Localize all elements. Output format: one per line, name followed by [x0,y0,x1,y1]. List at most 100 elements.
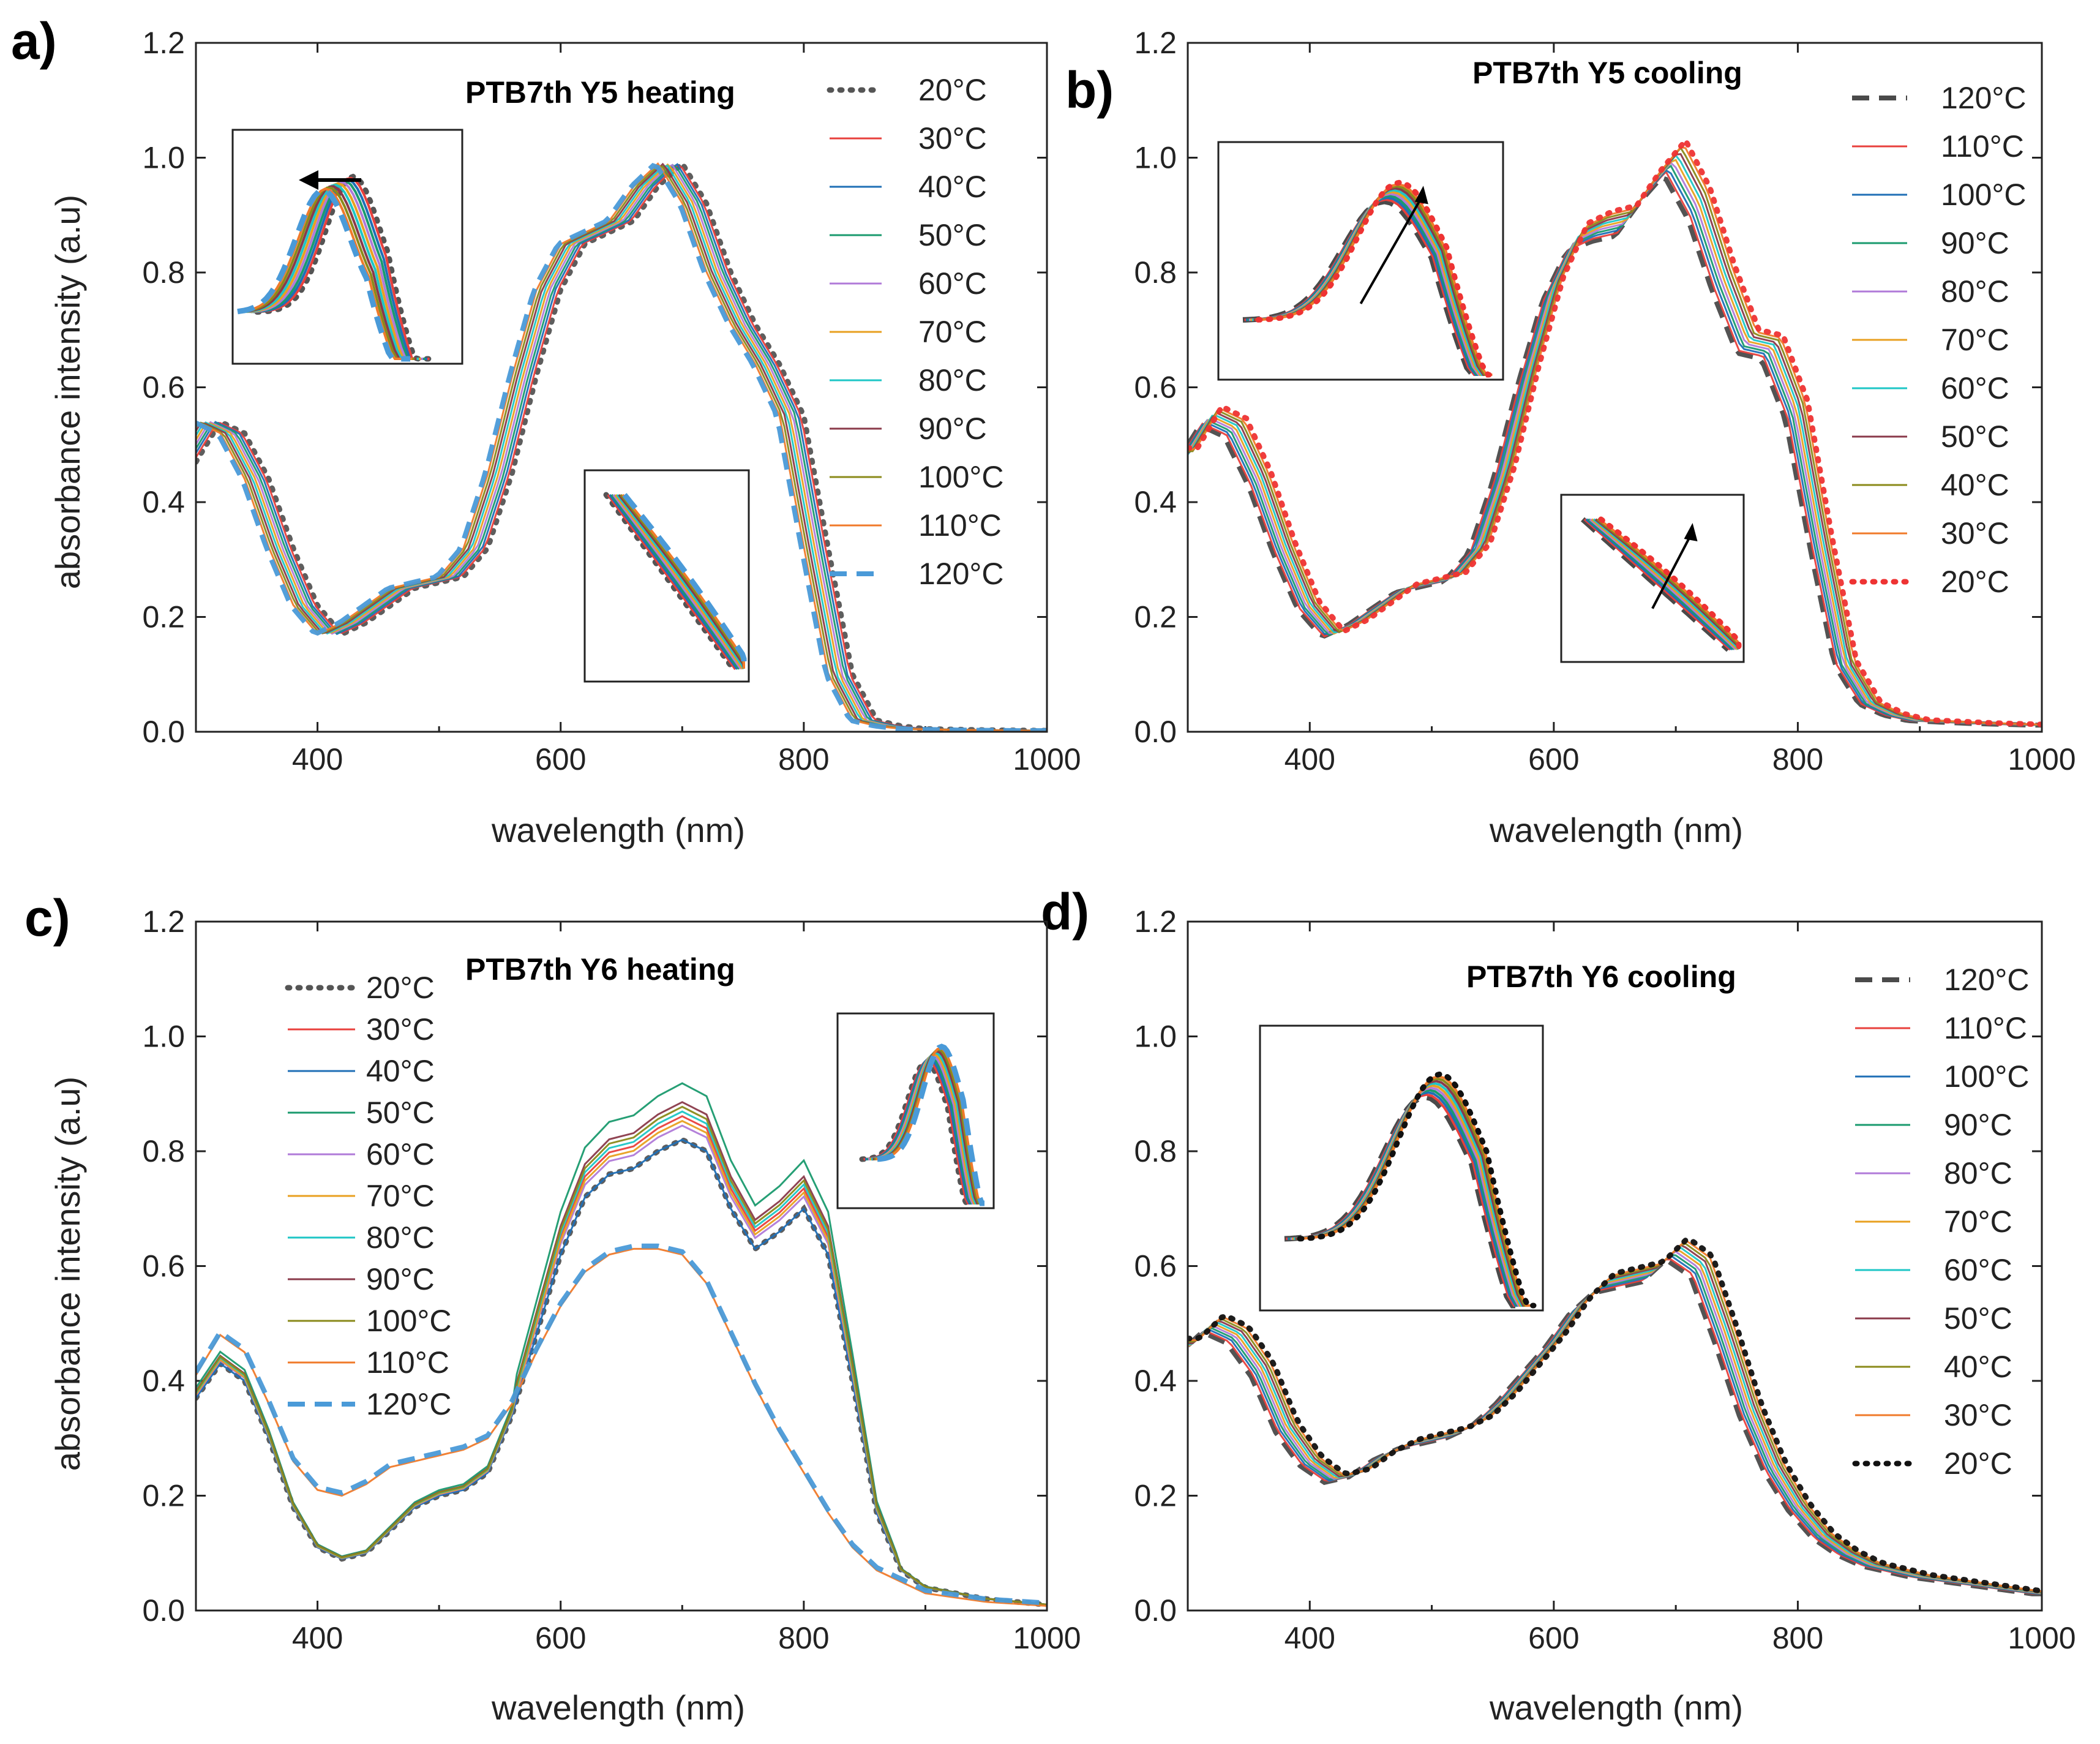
legend-label-50c: 50°C [918,218,987,252]
x-tick-label: 400 [292,1621,343,1655]
series-lines [1188,1236,2042,1596]
inset-line-30c [607,494,737,671]
x-tick-label: 1000 [1013,742,1081,776]
legend-label-80c: 80°C [1944,1156,2012,1190]
legend-label-40c: 40°C [366,1054,435,1088]
inset-line-40c [1596,518,1740,649]
y-tick-label: 0.6 [142,370,185,405]
inset-line-80c [1589,518,1737,650]
inset-line-120c [1580,517,1731,652]
y-tick-label: 0.2 [142,1479,185,1513]
series-line-110c [196,1247,1047,1607]
y-tick-label: 0.8 [1134,255,1177,290]
y-tick-label: 0.0 [1134,715,1177,749]
y-tick-label: 1.2 [1134,26,1177,60]
rise-arrow-head [1414,186,1428,205]
panel-c: c) absorbance intensity (a.u) wavelength… [24,889,745,1727]
panel-c-ylabel: absorbance intensity (a.u) [48,1077,87,1471]
legend-label-100c: 100°C [1944,1059,2030,1094]
legend-label-50c: 50°C [1944,1301,2012,1336]
inset-frame [1259,1024,1544,1312]
legend-label-110c: 110°C [1944,1011,2027,1045]
panel-d: d) wavelength (nm) PTB7th Y6 cooling [1041,883,1743,1727]
legend-label-110c: 110°C [918,508,1002,543]
series-lines [196,1082,1047,1608]
inset-line-60c [612,494,742,670]
inset-0 [1217,141,1504,381]
series-lines [1188,135,2042,728]
y-tick-label: 0.4 [1134,1364,1177,1398]
series-line-100c [196,1105,1047,1606]
inset-line-40c [609,494,738,670]
inset-1 [1560,494,1745,663]
plot-frame [195,42,1048,733]
plot-frame [195,920,1048,1612]
inset-line-20c [1255,179,1497,378]
panel-b-xlabel: wavelength (nm) [1489,811,1743,849]
panel-a-letter: a) [11,12,57,70]
inset-line-90c [1587,518,1735,651]
legend-label-40c: 40°C [1941,468,2009,502]
inset-line-120c [237,187,410,362]
y-tick-label: 1.2 [142,904,185,939]
legend-label-80c: 80°C [366,1220,435,1255]
legend-label-60c: 60°C [1941,371,2009,405]
inset-line-120c [622,493,747,669]
legend-label-100c: 100°C [1941,178,2027,212]
x-tick-label: 1000 [2008,742,2076,776]
legend-label-90c: 90°C [1944,1108,2012,1142]
legend-label-40c: 40°C [1944,1350,2012,1384]
legend-label-50c: 50°C [366,1096,435,1130]
inset-line-20c [1598,516,1742,652]
inset-line-20c [603,492,737,672]
panel-c-xlabel: wavelength (nm) [491,1688,745,1727]
series-line-20c [1188,135,2042,727]
inset-line-90c [618,494,745,669]
y-tick-label: 0.2 [1134,600,1177,634]
x-tick-label: 800 [778,1621,829,1655]
panel-a-ylabel: absorbance intensity (a.u) [48,195,87,589]
panel-a-xlabel: wavelength (nm) [491,811,745,849]
inset-0 [1259,1024,1544,1312]
y-tick-label: 0.6 [1134,370,1177,405]
legend-label-50c: 50°C [1941,419,2009,454]
inset-line-70c [614,494,744,670]
y-tick-label: 0.4 [142,1364,185,1398]
inset-line-100c [620,494,745,669]
series-line-120c [196,163,1047,732]
legend-label-40c: 40°C [918,170,987,204]
legend-label-90c: 90°C [1941,226,2009,260]
y-tick-label: 1.2 [1134,904,1177,939]
x-tick-label: 400 [292,742,343,776]
y-tick-label: 0.0 [1134,1593,1177,1628]
chart-panel-a: 0.0 0.2 0.4 0.6 0.8 1.0 1.2 400 600 800 1000 20°C 30… [142,26,1081,776]
legend-label-70c: 70°C [366,1179,435,1213]
legend-label-60c: 60°C [1944,1253,2012,1287]
legend-label-30c: 30°C [1941,516,2009,551]
y-tick-label: 0.4 [1134,485,1177,519]
legend-label-70c: 70°C [1944,1205,2012,1239]
y-tick-label: 0.8 [1134,1134,1177,1168]
x-tick-label: 400 [1284,1621,1335,1655]
rise-arrow [1359,194,1425,304]
legend-label-70c: 70°C [1941,323,2009,357]
legend-label-120c: 120°C [366,1387,452,1421]
x-tick-label: 400 [1284,742,1335,776]
inset-frame [231,129,463,365]
legend-label-100c: 100°C [366,1304,452,1338]
y-tick-label: 0.2 [1134,1479,1177,1513]
panel-a: a) absorbance intensity (a.u) wavelength… [11,12,745,849]
series-line-20c [196,1137,1047,1608]
plot-frame [1187,42,2043,733]
panel-c-title: PTB7th Y6 heating [465,952,735,987]
legend-label-110c: 110°C [366,1345,449,1380]
inset-0 [836,1012,995,1209]
y-tick-label: 0.0 [142,715,185,749]
panel-c-letter: c) [24,889,70,947]
inset-line-100c [239,186,414,360]
x-tick-label: 600 [535,1621,586,1655]
panel-b-title: PTB7th Y5 cooling [1472,56,1742,90]
inset-line-30c [1298,1075,1532,1307]
y-tick-label: 1.0 [142,1020,185,1054]
